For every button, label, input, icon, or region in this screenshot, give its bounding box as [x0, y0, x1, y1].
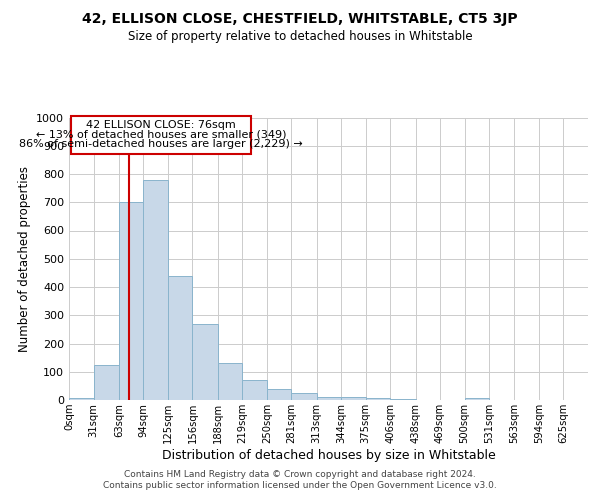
Bar — [94, 364, 119, 400]
Bar — [341, 396, 365, 400]
Text: 42 ELLISON CLOSE: 76sqm: 42 ELLISON CLOSE: 76sqm — [86, 120, 236, 130]
Bar — [119, 202, 143, 400]
Bar — [390, 398, 416, 400]
Bar — [292, 393, 317, 400]
Text: 42, ELLISON CLOSE, CHESTFIELD, WHITSTABLE, CT5 3JP: 42, ELLISON CLOSE, CHESTFIELD, WHITSTABL… — [82, 12, 518, 26]
Bar — [317, 396, 341, 400]
Bar — [143, 180, 168, 400]
Bar — [168, 276, 193, 400]
Text: Contains HM Land Registry data © Crown copyright and database right 2024.: Contains HM Land Registry data © Crown c… — [124, 470, 476, 479]
Bar — [242, 380, 267, 400]
Bar — [193, 324, 218, 400]
Bar — [464, 398, 489, 400]
Bar — [267, 388, 292, 400]
X-axis label: Distribution of detached houses by size in Whitstable: Distribution of detached houses by size … — [161, 448, 496, 462]
Bar — [218, 364, 242, 400]
Bar — [69, 398, 94, 400]
FancyBboxPatch shape — [71, 116, 251, 154]
Text: Size of property relative to detached houses in Whitstable: Size of property relative to detached ho… — [128, 30, 472, 43]
Text: 86% of semi-detached houses are larger (2,229) →: 86% of semi-detached houses are larger (… — [19, 140, 302, 149]
Y-axis label: Number of detached properties: Number of detached properties — [17, 166, 31, 352]
Bar — [365, 398, 390, 400]
Text: ← 13% of detached houses are smaller (349): ← 13% of detached houses are smaller (34… — [35, 130, 286, 140]
Text: Contains public sector information licensed under the Open Government Licence v3: Contains public sector information licen… — [103, 481, 497, 490]
